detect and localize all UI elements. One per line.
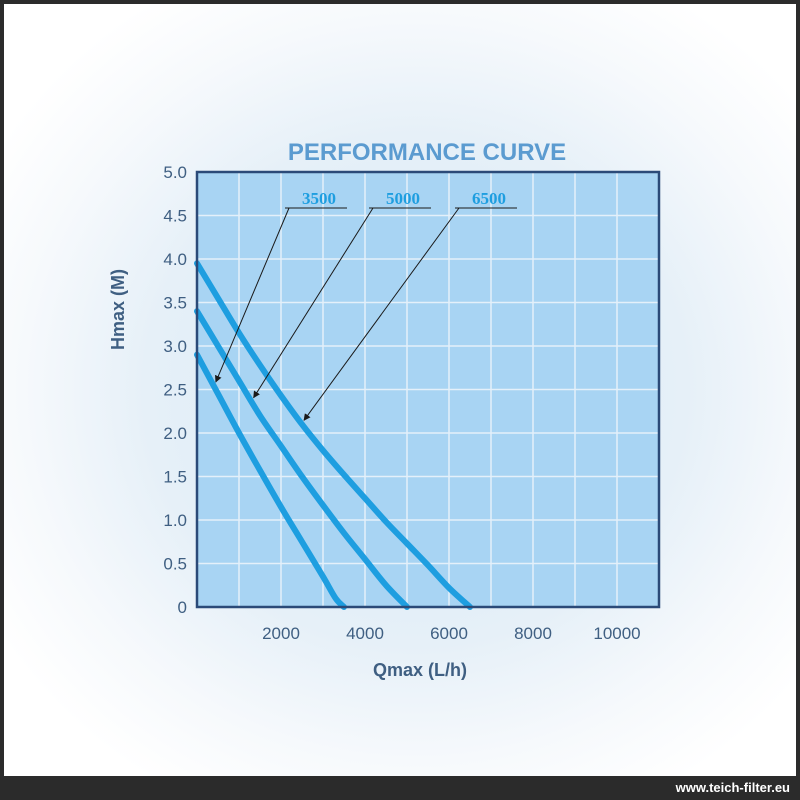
series-layer bbox=[194, 260, 473, 610]
x-tick-label: 2000 bbox=[262, 624, 300, 643]
series-label-6500: 6500 bbox=[472, 189, 506, 208]
series-curve-5000 bbox=[194, 308, 410, 610]
series-label-arrow bbox=[215, 207, 290, 383]
series-labels: 3500 5000 6500 bbox=[215, 189, 517, 421]
series-curve-3500 bbox=[194, 351, 347, 610]
y-tick-label: 0 bbox=[178, 598, 187, 617]
series-label-3500: 3500 bbox=[302, 189, 336, 208]
plot-border bbox=[195, 170, 661, 609]
y-tick-label: 0.5 bbox=[163, 555, 187, 574]
y-tick-label: 4.5 bbox=[163, 207, 187, 226]
y-tick-label: 1.0 bbox=[163, 511, 187, 530]
x-tick-label: 10000 bbox=[593, 624, 640, 643]
y-tick-label: 4.0 bbox=[163, 250, 187, 269]
y-tick-label: 2.5 bbox=[163, 381, 187, 400]
series-curve-6500 bbox=[194, 260, 473, 610]
series-label-arrow bbox=[303, 207, 460, 421]
x-tick-label: 6000 bbox=[430, 624, 468, 643]
chart-canvas: PERFORMANCE CURVE 3500 5000 6500 0 0.5 1.0 1.… bbox=[4, 4, 796, 776]
y-tick-label: 3.5 bbox=[163, 294, 187, 313]
chart-svg: PERFORMANCE CURVE 3500 5000 6500 0 0.5 1.0 1.… bbox=[108, 139, 661, 680]
watermark: www.teich-filter.eu bbox=[675, 780, 790, 795]
x-axis-ticks: 2000 4000 6000 8000 10000 bbox=[262, 624, 641, 643]
y-tick-label: 2.0 bbox=[163, 424, 187, 443]
y-axis-ticks: 0 0.5 1.0 1.5 2.0 2.5 3.0 3.5 4.0 4.5 5.0 bbox=[163, 163, 187, 617]
x-tick-label: 8000 bbox=[514, 624, 552, 643]
y-tick-label: 3.0 bbox=[163, 337, 187, 356]
footer-bar: www.teich-filter.eu bbox=[0, 776, 800, 800]
chart-title: PERFORMANCE CURVE bbox=[288, 139, 566, 166]
y-tick-label: 1.5 bbox=[163, 468, 187, 487]
series-label-5000: 5000 bbox=[386, 189, 420, 208]
x-tick-label: 4000 bbox=[346, 624, 384, 643]
y-axis-label: Hmax (M) bbox=[108, 269, 128, 350]
y-tick-label: 5.0 bbox=[163, 163, 187, 182]
x-axis-label: Qmax (L/h) bbox=[373, 660, 467, 680]
series-label-arrow bbox=[253, 207, 374, 399]
